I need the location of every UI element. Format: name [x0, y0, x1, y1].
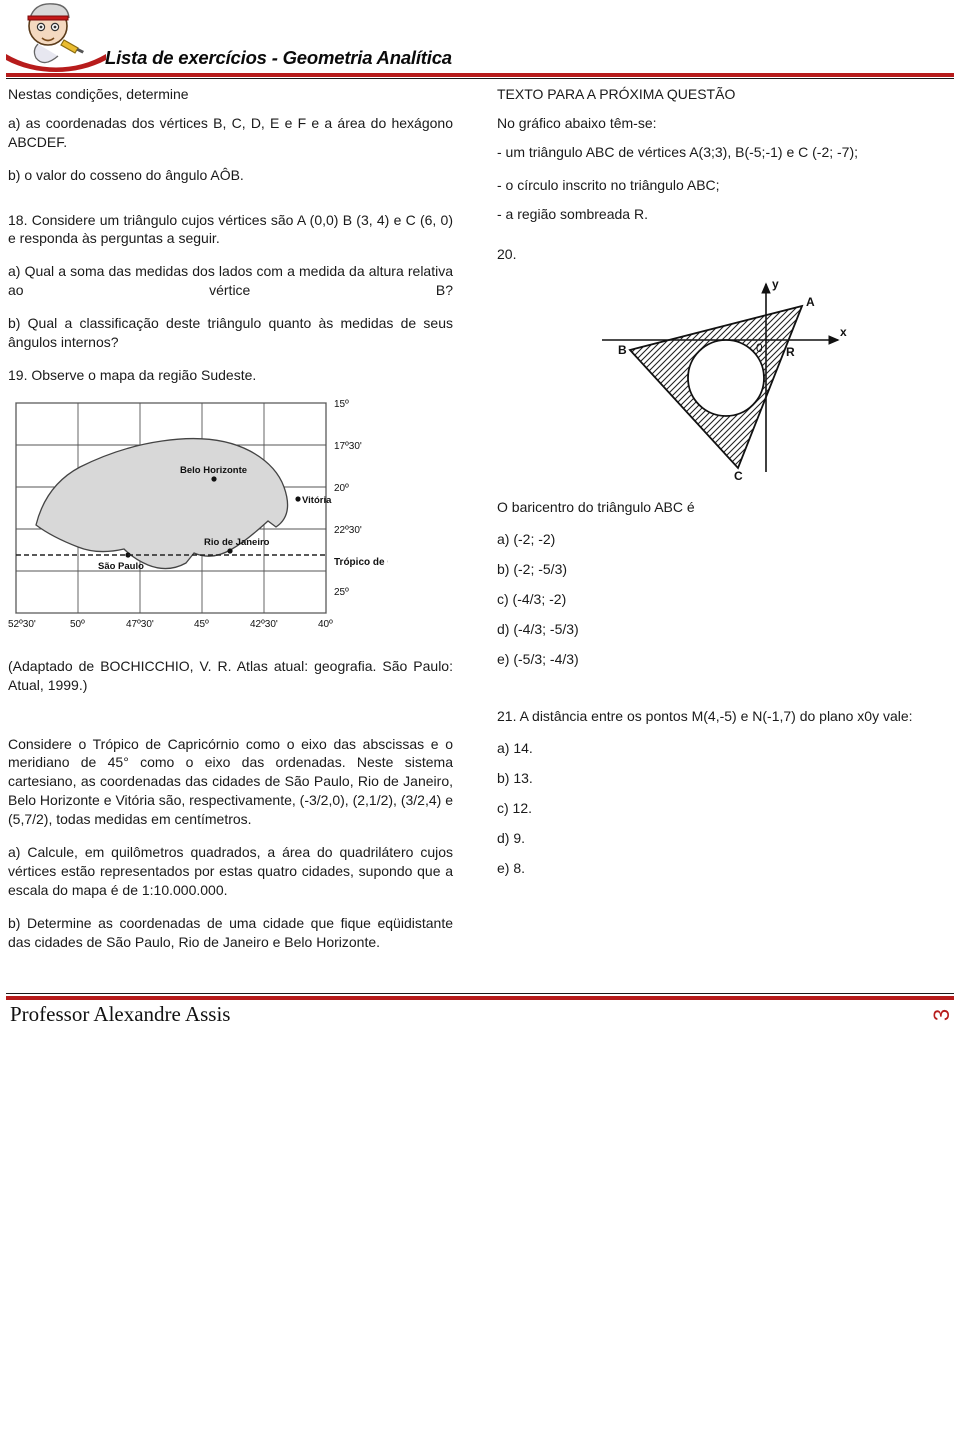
q18a: a) Qual a soma das medidas dos lados com…: [8, 262, 453, 300]
q21-options: a) 14. b) 13. c) 12. d) 9. e) 8.: [497, 740, 942, 876]
q21-c: c) 12.: [497, 800, 942, 816]
q21-a: a) 14.: [497, 740, 942, 756]
grafico-intro: No gráfico abaixo têm-se:: [497, 114, 942, 133]
city-bh: Belo Horizonte: [180, 465, 247, 476]
map-source: (Adaptado de BOCHICCHIO, V. R. Atlas atu…: [8, 657, 453, 695]
intro-text: Nestas condições, determine: [8, 85, 453, 104]
lon-0: 52º30': [8, 619, 36, 630]
page-number: 3: [931, 1009, 953, 1021]
city-sp: São Paulo: [98, 561, 144, 572]
q21-e: e) 8.: [497, 860, 942, 876]
city-rj: Rio de Janeiro: [204, 537, 270, 548]
lon-4: 42º30': [250, 619, 278, 630]
content-columns: Nestas condições, determine a) as coorde…: [0, 83, 960, 965]
lbl-A: A: [806, 295, 815, 309]
lon-2: 47º30': [126, 619, 154, 630]
q19-setup: Considere o Trópico de Capricórnio como …: [8, 735, 453, 829]
q20: 20.: [497, 245, 942, 264]
q20-b: b) (-2; -5/3): [497, 561, 942, 577]
lat-0: 15º: [334, 399, 349, 410]
lbl-x: x: [840, 325, 847, 339]
q20-a: a) (-2; -2): [497, 531, 942, 547]
q18: 18. Considere um triângulo cujos vértice…: [8, 211, 453, 249]
triangle-svg: A B C R 0 x y: [590, 274, 850, 484]
left-column: Nestas condições, determine a) as coorde…: [8, 85, 453, 965]
circ-desc: - o círculo inscrito no triângulo ABC;: [497, 176, 942, 195]
tropico-label: Trópico de Capricórnio: [334, 557, 388, 568]
lat-1: 17º30': [334, 441, 362, 452]
lon-1: 50º: [70, 619, 85, 630]
q-a-coords: a) as coordenadas dos vértices B, C, D, …: [8, 114, 453, 152]
mascot-icon: [8, 0, 96, 72]
footer-rule: [6, 993, 954, 1000]
page-footer: Professor Alexandre Assis 3: [0, 993, 960, 1033]
q21: 21. A distância entre os pontos M(4,-5) …: [497, 707, 942, 726]
right-column: TEXTO PARA A PRÓXIMA QUESTÃO No gráfico …: [497, 85, 942, 965]
lat-4: 25º: [334, 587, 349, 598]
lbl-B: B: [618, 343, 627, 357]
lbl-O: 0: [756, 341, 763, 355]
q18b: b) Qual a classificação deste triângulo …: [8, 314, 453, 352]
region-desc: - a região sombreada R.: [497, 205, 942, 224]
q19b: b) Determine as coordenadas de uma cidad…: [8, 914, 453, 952]
lat-3: 22º30': [334, 525, 362, 536]
page-header: Lista de exercícios - Geometria Analític…: [0, 0, 960, 72]
lbl-y: y: [772, 277, 779, 291]
lbl-R: R: [786, 345, 795, 359]
city-vit: Vitória: [302, 495, 332, 506]
lon-5: 40º: [318, 619, 333, 630]
header-rule: [6, 73, 954, 79]
header-title: Lista de exercícios - Geometria Analític…: [105, 47, 452, 72]
q20-c: c) (-4/3; -2): [497, 591, 942, 607]
q21-d: d) 9.: [497, 830, 942, 846]
q19a: a) Calcule, em quilômetros quadrados, a …: [8, 843, 453, 900]
lat-2: 20º: [334, 483, 349, 494]
next-q-title: TEXTO PARA A PRÓXIMA QUESTÃO: [497, 85, 942, 104]
map-svg: Belo Horizonte Vitória São Paulo Rio de …: [8, 395, 388, 635]
lon-3: 45º: [194, 619, 209, 630]
q20-e: e) (-5/3; -4/3): [497, 651, 942, 667]
q19: 19. Observe o mapa da região Sudeste.: [8, 366, 453, 385]
q20-d: d) (-4/3; -5/3): [497, 621, 942, 637]
q21-b: b) 13.: [497, 770, 942, 786]
triangle-figure: A B C R 0 x y: [497, 274, 942, 484]
baricentro: O baricentro do triângulo ABC é: [497, 498, 942, 517]
lbl-C: C: [734, 469, 743, 483]
map-figure: Belo Horizonte Vitória São Paulo Rio de …: [8, 395, 453, 635]
tri-desc: - um triângulo ABC de vértices A(3;3), B…: [497, 143, 942, 162]
q-b-cos: b) o valor do cosseno do ângulo AÔB.: [8, 166, 453, 185]
professor-signature: Professor Alexandre Assis: [10, 1002, 230, 1027]
q20-options: a) (-2; -2) b) (-2; -5/3) c) (-4/3; -2) …: [497, 531, 942, 667]
